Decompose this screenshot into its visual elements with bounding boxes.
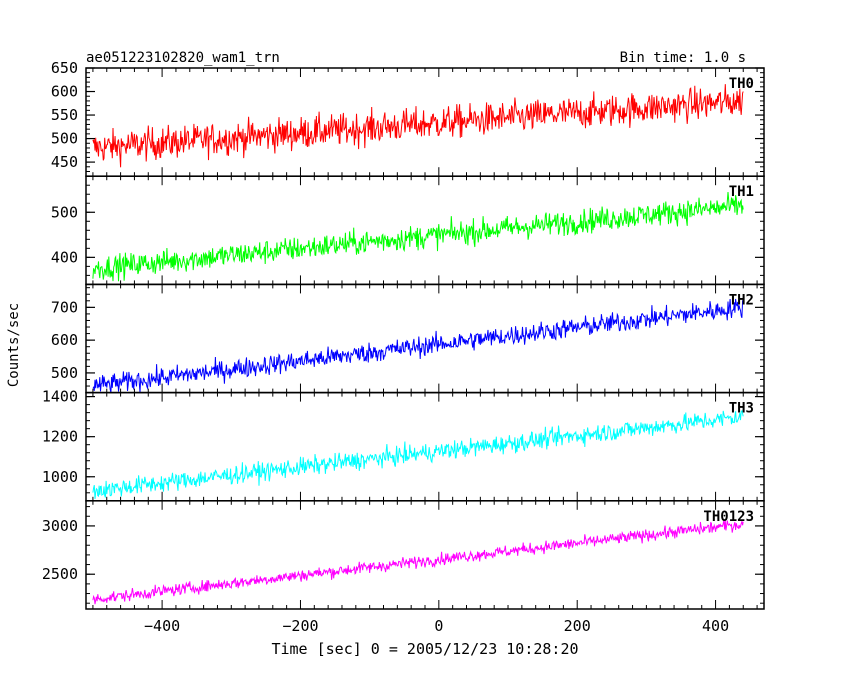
series-label: TH0 bbox=[729, 76, 754, 92]
y-tick-label: 550 bbox=[51, 106, 78, 124]
panels-group: 450 500 550 600 650 TH0 400 500 TH1 500 600 700 TH2 1… bbox=[42, 59, 765, 635]
y-tick-label: 600 bbox=[51, 83, 78, 101]
y-tick-label: 600 bbox=[51, 331, 78, 349]
chart-title: ae051223102820_wam1_trn bbox=[86, 50, 280, 66]
y-tick-label: 700 bbox=[51, 298, 78, 316]
x-tick-label: 200 bbox=[564, 617, 591, 635]
y-axis-label: Counts/sec bbox=[6, 303, 22, 387]
series-label: TH3 bbox=[729, 401, 754, 417]
x-tick-label: −200 bbox=[282, 617, 318, 635]
series-line-th2 bbox=[92, 298, 744, 393]
y-tick-label: 500 bbox=[51, 364, 78, 382]
x-tick-label: 400 bbox=[702, 617, 729, 635]
series-label: TH1 bbox=[729, 184, 754, 200]
series-line-th0 bbox=[92, 84, 744, 168]
x-tick-label: −400 bbox=[144, 617, 180, 635]
x-axis-label: Time [sec] 0 = 2005/12/23 10:28:20 bbox=[271, 640, 578, 658]
y-tick-label: 1400 bbox=[42, 388, 78, 406]
y-tick-label: 3000 bbox=[42, 517, 78, 535]
series-line-th0123 bbox=[92, 519, 744, 605]
y-tick-label: 650 bbox=[51, 59, 78, 77]
x-tick-label: 0 bbox=[434, 617, 443, 635]
y-tick-label: 450 bbox=[51, 153, 78, 171]
series-label: TH0123 bbox=[703, 509, 754, 525]
panel-frame bbox=[85, 500, 765, 610]
panel-frame bbox=[85, 391, 765, 502]
panel-frame bbox=[85, 175, 765, 286]
y-tick-label: 2500 bbox=[42, 565, 78, 583]
series-label: TH2 bbox=[729, 292, 754, 308]
series-line-th1 bbox=[92, 192, 744, 282]
y-tick-label: 500 bbox=[51, 203, 78, 221]
y-tick-label: 1000 bbox=[42, 468, 78, 486]
series-line-th3 bbox=[92, 409, 744, 499]
y-tick-label: 400 bbox=[51, 248, 78, 266]
bin-time-label: Bin time: 1.0 s bbox=[620, 50, 746, 66]
y-tick-label: 500 bbox=[51, 130, 78, 148]
y-tick-label: 1200 bbox=[42, 428, 78, 446]
